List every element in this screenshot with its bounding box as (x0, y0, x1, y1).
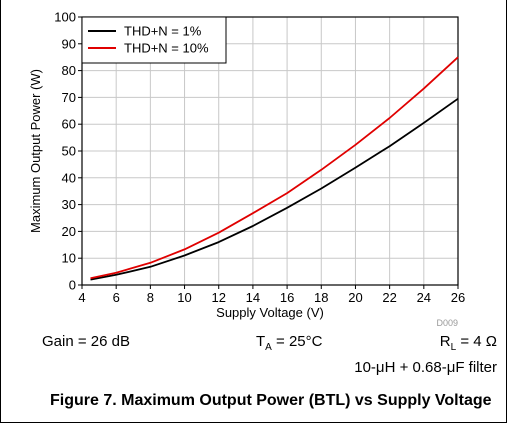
y-tick-label: 80 (62, 63, 76, 78)
y-tick-label: 70 (62, 90, 76, 105)
y-tick-label: 90 (62, 36, 76, 51)
x-tick-label: 24 (417, 290, 431, 305)
graph-id-annotation: D009 (436, 318, 458, 328)
x-tick-label: 14 (246, 290, 260, 305)
x-tick-label: 10 (177, 290, 191, 305)
legend-label: THD+N = 10% (124, 41, 209, 56)
x-tick-label: 20 (348, 290, 362, 305)
y-tick-label: 20 (62, 224, 76, 239)
y-axis-label: Maximum Output Power (W) (28, 69, 43, 233)
filter-condition: 10-μH + 0.68-μF filter (354, 359, 497, 376)
y-tick-label: 100 (54, 10, 76, 25)
y-tick-label: 30 (62, 197, 76, 212)
temperature-condition: TA = 25°C (256, 333, 323, 353)
x-tick-label: 12 (211, 290, 225, 305)
series-line-2 (90, 56, 459, 280)
x-tick-label: 4 (78, 290, 85, 305)
x-tick-label: 16 (280, 290, 294, 305)
y-tick-label: 10 (62, 251, 76, 266)
x-tick-label: 8 (147, 290, 154, 305)
gain-condition: Gain = 26 dB (42, 333, 130, 350)
y-tick-label: 40 (62, 170, 76, 185)
legend (81, 16, 227, 64)
x-tick-label: 22 (382, 290, 396, 305)
y-tick-label: 50 (62, 144, 76, 159)
x-tick-label: 6 (113, 290, 120, 305)
figure-caption: Figure 7. Maximum Output Power (BTL) vs … (50, 392, 492, 409)
y-tick-label: 0 (69, 278, 76, 293)
series-line-1 (90, 97, 459, 281)
x-axis-label: Supply Voltage (V) (216, 305, 324, 320)
load-resistance-condition: RL = 4 Ω (439, 333, 497, 353)
legend-label: THD+N = 1% (124, 24, 202, 39)
x-tick-label: 18 (314, 290, 328, 305)
y-tick-label: 60 (62, 117, 76, 132)
x-tick-label: 26 (451, 290, 465, 305)
chart: 4 6 8 10 12 14 16 18 20 22 24 26 0 10 20 30 40 50 60 70 80 90… (28, 10, 465, 329)
